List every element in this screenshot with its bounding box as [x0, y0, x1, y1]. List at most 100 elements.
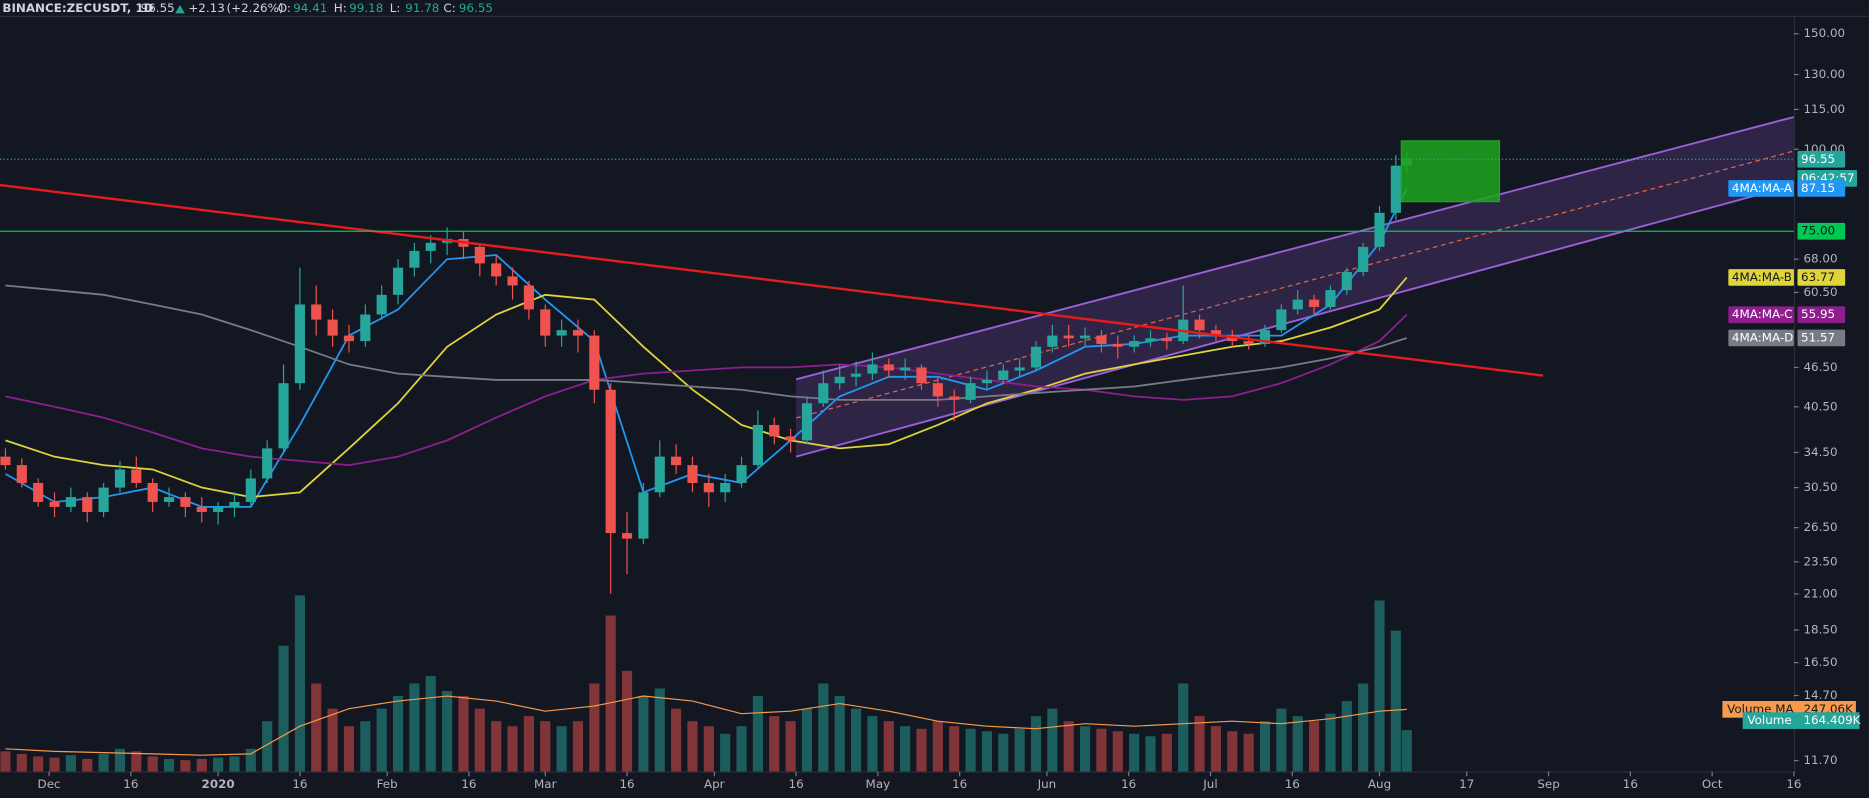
candle-body — [998, 370, 1009, 380]
candle-body — [1047, 335, 1058, 347]
x-tick-label: 2020 — [202, 777, 235, 791]
x-tick-label: Apr — [704, 777, 725, 791]
candle-body — [818, 383, 829, 404]
moving-average-line — [5, 284, 1408, 401]
plot — [0, 116, 1794, 772]
candle-body — [523, 285, 534, 310]
volume-bar — [343, 726, 355, 772]
volume-bar — [1145, 736, 1156, 772]
x-tick-label: Dec — [38, 777, 61, 791]
volume-bar — [1259, 721, 1271, 772]
x-tick-label: 16 — [1121, 777, 1136, 791]
volume-bar — [621, 670, 633, 772]
candle-body — [736, 465, 747, 483]
candle-body — [474, 246, 485, 264]
y-tick-label: 68.00 — [1803, 252, 1837, 266]
x-tick-label: 16 — [619, 777, 634, 791]
volume-bar — [818, 683, 829, 772]
candle-body — [1243, 341, 1254, 344]
volume-bar — [556, 726, 567, 772]
volume-bar — [1178, 683, 1189, 772]
volume-bar — [213, 757, 224, 772]
volume-bar — [1194, 716, 1205, 772]
volume-bar — [932, 721, 943, 772]
y-tick-label: 21.00 — [1803, 586, 1837, 600]
candle-body — [720, 482, 731, 493]
y-tick-label: 23.50 — [1803, 554, 1837, 568]
volume-bar — [834, 696, 845, 772]
volume-bar — [671, 708, 682, 772]
volume-bar — [65, 755, 76, 772]
x-tick-label: 16 — [1623, 777, 1638, 791]
ma-name: 4MA:MA-D — [1732, 330, 1793, 344]
ohlc-value: 99.18 — [349, 1, 383, 15]
ma-name: 4MA:MA-C — [1732, 307, 1793, 321]
candle-body — [703, 482, 714, 493]
volume-bar — [163, 758, 175, 772]
ohlc-value: 91.78 — [405, 1, 439, 15]
candle-body — [180, 497, 191, 507]
volume-bar — [1079, 726, 1091, 772]
volume-bar — [409, 683, 420, 772]
candle-body — [965, 383, 976, 400]
volume-bar — [785, 721, 796, 772]
last-price-label: 96.55 — [1801, 152, 1835, 166]
volume-bar — [1341, 701, 1352, 772]
candle-body — [1030, 346, 1042, 368]
candle-body — [589, 335, 600, 390]
x-tick-label: 16 — [292, 777, 307, 791]
candle-body — [671, 456, 682, 466]
candle-body — [605, 389, 616, 534]
ma-name-box — [1728, 269, 1794, 286]
candle-body — [1112, 343, 1123, 347]
x-tick-label: 16 — [461, 777, 476, 791]
volume-bar — [703, 726, 714, 772]
x-tick-label: Sep — [1537, 777, 1559, 791]
x-tick-label: Feb — [377, 777, 398, 791]
volume-bar — [311, 683, 322, 772]
header-change: +2.13 — [188, 1, 225, 15]
ma-value: 51.57 — [1801, 330, 1835, 344]
ohlc-name: H: — [334, 1, 347, 15]
candle-body — [785, 436, 796, 441]
volume-bar — [507, 726, 518, 772]
x-tick-label: May — [866, 777, 891, 791]
candle-body — [900, 367, 911, 371]
volume-bar — [638, 696, 649, 772]
candle-body — [1096, 335, 1107, 344]
channel-upper — [795, 116, 1794, 381]
volume-bar — [458, 696, 469, 772]
x-tick-label: 16 — [1285, 777, 1300, 791]
candle-body — [262, 448, 273, 479]
y-tick-label: 115.00 — [1803, 102, 1845, 116]
volume-bar — [1014, 728, 1025, 772]
trendline — [0, 183, 1544, 377]
volume-bar — [16, 753, 27, 772]
candle-body — [1341, 272, 1352, 291]
candle-body — [163, 497, 175, 502]
target-rectangle — [1400, 140, 1501, 203]
moving-average-line — [5, 276, 1408, 499]
moving-average-line — [5, 314, 1408, 467]
candle-body — [540, 309, 551, 336]
volume-bar — [294, 595, 305, 772]
volume-bar — [147, 756, 158, 772]
volume-bar — [654, 688, 665, 772]
ohlc-value: 94.41 — [293, 1, 327, 15]
candle-body — [1390, 165, 1401, 213]
channel-fill — [796, 116, 1794, 457]
volume-bar — [114, 748, 126, 772]
candle-body — [850, 373, 862, 377]
volume-value: 164.409K — [1803, 713, 1861, 727]
ma-value: 55.95 — [1801, 307, 1835, 321]
volume-bar — [949, 726, 960, 772]
volume-bar — [523, 716, 534, 772]
ma-name-box — [1728, 306, 1794, 324]
volume-bar — [180, 760, 191, 772]
volume-bar — [1030, 716, 1042, 772]
candle-body — [769, 424, 780, 437]
volume-bar — [720, 733, 731, 772]
volume-bar — [540, 721, 551, 772]
y-tick-label: 34.50 — [1803, 445, 1837, 459]
volume-bar — [867, 716, 878, 772]
